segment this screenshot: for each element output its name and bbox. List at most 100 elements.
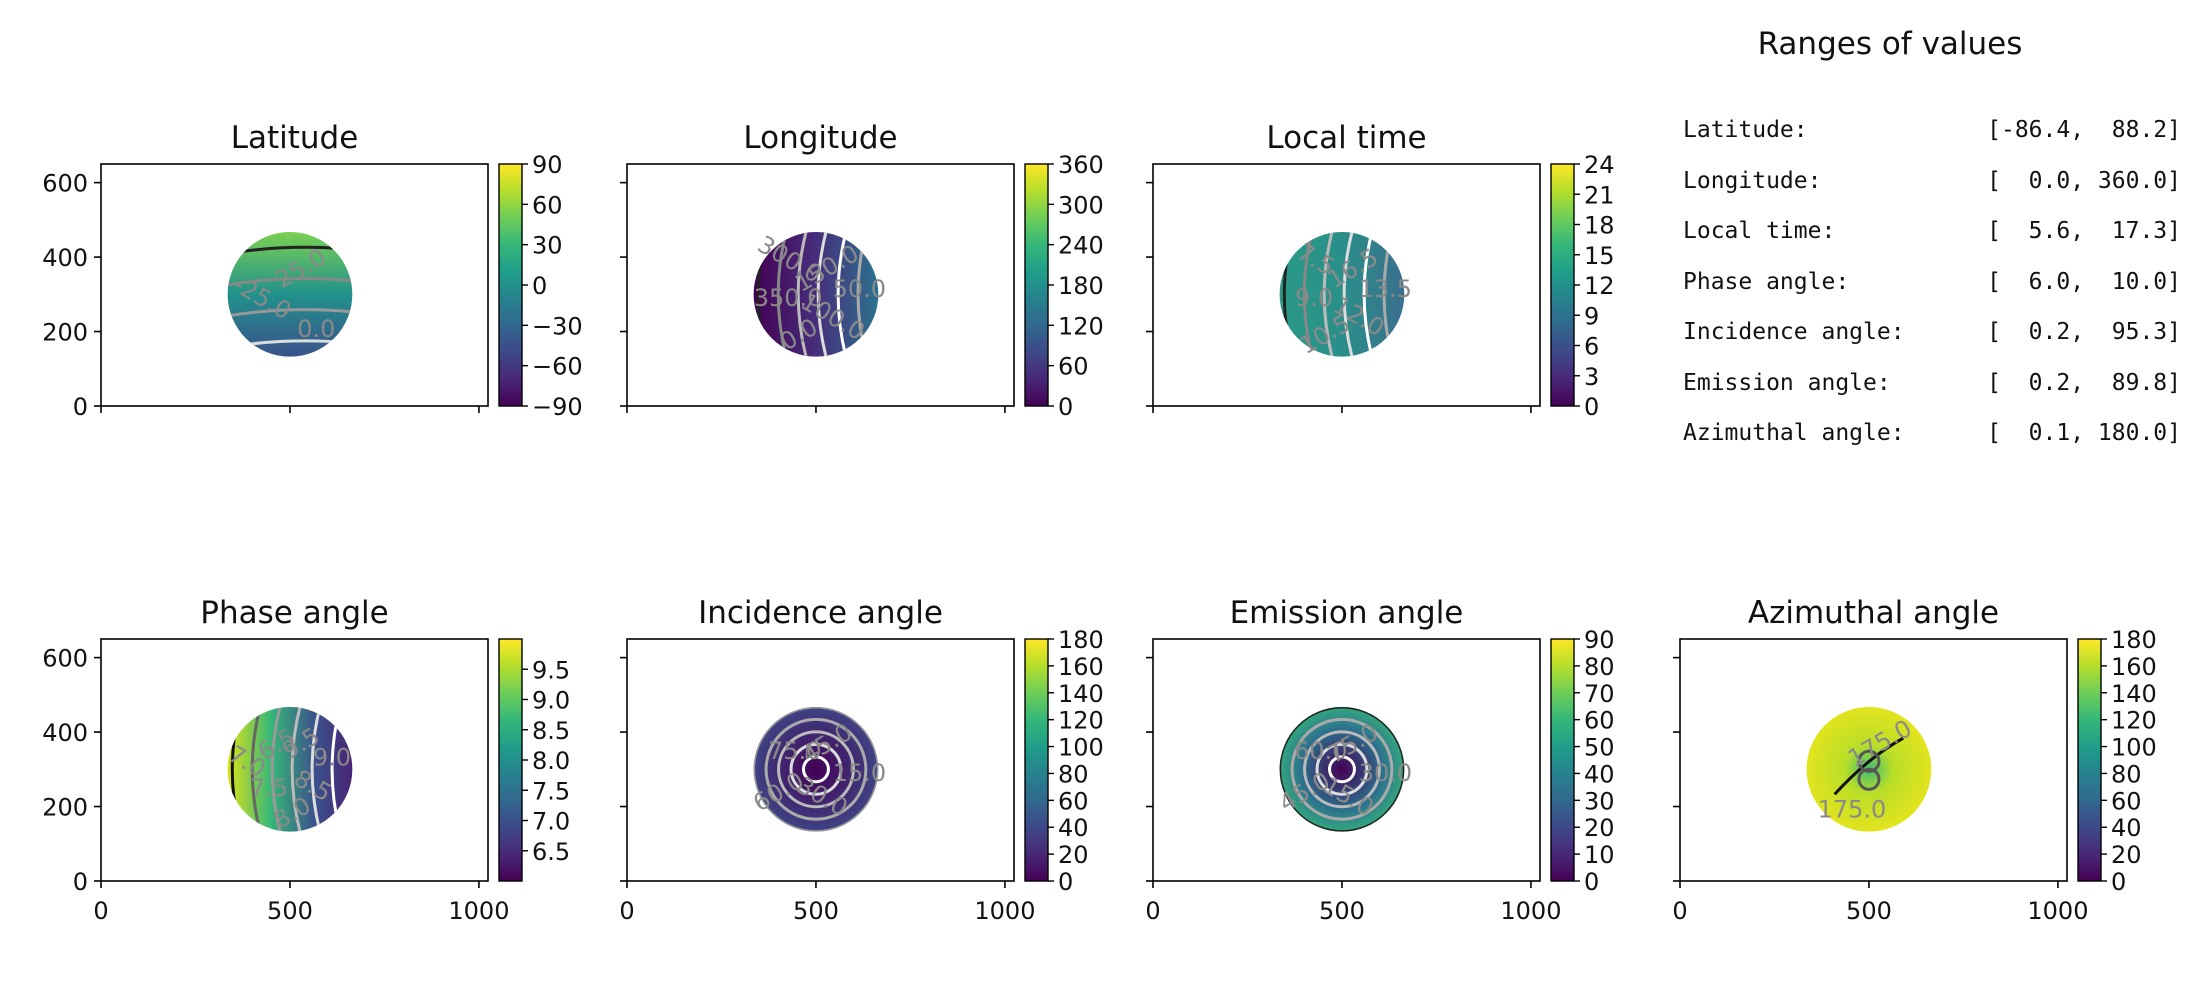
range-row: Azimuthal angle: [ 0.1, 180.0]	[1683, 420, 2181, 452]
range-label: Incidence angle:	[1683, 319, 1905, 345]
y-tick-label: 0	[73, 393, 88, 421]
disk-image	[753, 706, 879, 832]
range-label: Phase angle:	[1683, 268, 1850, 295]
colorbar	[1024, 163, 1049, 407]
colorbar-tick-label: 20	[2111, 841, 2142, 869]
colorbar	[1550, 163, 1575, 407]
colorbar-tick-label: −60	[532, 353, 583, 381]
colorbar-tick-label: 40	[1584, 760, 1615, 788]
x-tick-label: 0	[619, 897, 634, 925]
range-row: Local time: [ 5.6, 17.3]	[1683, 218, 2181, 250]
subplot-title: Azimuthal angle	[1748, 595, 1999, 631]
colorbar-tick-label: 160	[1058, 653, 1104, 681]
colorbar-tick-label: 160	[2111, 653, 2157, 681]
colorbar-tick-label: 6.5	[532, 838, 570, 866]
y-tick-label: 600	[42, 645, 88, 673]
colorbar-tick-label: 60	[1584, 707, 1615, 735]
colorbar-tick-label: 24	[1584, 151, 1615, 179]
range-value: [ 0.2, 89.8]	[1987, 369, 2181, 396]
range-label: Azimuthal angle:	[1683, 420, 1905, 446]
subplot-title: Phase angle	[200, 595, 388, 631]
colorbar-tick-label: 10	[1584, 841, 1615, 869]
subplot-title: Local time	[1266, 120, 1426, 156]
disk-image	[227, 231, 353, 357]
disk-image	[753, 231, 879, 357]
range-row: Incidence angle: [ 0.2, 95.3]	[1683, 319, 2181, 351]
contour-label: 50.0	[833, 275, 886, 303]
axes-frame	[1152, 163, 1541, 407]
colorbar	[498, 163, 523, 407]
contour-lines	[753, 706, 879, 832]
colorbar-tick-label: 100	[2111, 734, 2157, 762]
colorbar-tick-label: 60	[1058, 787, 1089, 815]
contour-label: 9.0	[313, 744, 351, 772]
x-tick-label: 500	[1846, 897, 1892, 925]
colorbar-tick-label: 180	[2111, 626, 2157, 654]
colorbar-tick-label: 3	[1584, 363, 1599, 391]
colorbar-tick-label: 40	[2111, 814, 2142, 842]
subplot-title: Emission angle	[1230, 595, 1464, 631]
colorbar-tick-label: 140	[1058, 680, 1104, 708]
colorbar-tick-label: 6	[1584, 333, 1599, 361]
y-tick-label: 400	[42, 719, 88, 747]
colorbar-tick-label: 9	[1584, 302, 1599, 330]
contour-label: 13.5	[1359, 275, 1412, 303]
contour-label: 30.0	[1359, 759, 1412, 787]
subplot-longitude: Longitude150.050.0100.00.0350.0300.03603…	[620, 120, 1104, 421]
colorbar-tick-label: 8.5	[532, 717, 570, 745]
colorbar-tick-label: 240	[1058, 232, 1104, 260]
colorbar-tick-label: 40	[1058, 814, 1089, 842]
ranges-title: Ranges of values	[1757, 26, 2023, 62]
colorbar-tick-label: 0	[1058, 868, 1073, 896]
y-tick-label: 400	[42, 244, 88, 272]
colorbar-tick-label: −30	[532, 312, 583, 340]
colorbar-tick-label: 0	[532, 272, 547, 300]
colorbar	[1024, 638, 1049, 882]
range-label: Local time:	[1683, 218, 1836, 244]
colorbar-tick-label: 20	[1058, 841, 1089, 869]
colorbar-tick-label: 0	[1058, 393, 1073, 421]
x-tick-label: 500	[267, 897, 313, 925]
axes-frame	[100, 163, 489, 407]
colorbar-tick-label: 120	[1058, 707, 1104, 735]
axes-frame	[1679, 638, 2068, 882]
axes-frame	[626, 638, 1015, 882]
x-tick-label: 0	[1672, 897, 1687, 925]
x-tick-label: 1000	[448, 897, 509, 925]
range-value: [ 0.2, 95.3]	[1987, 319, 2181, 345]
colorbar-tick-label: −90	[532, 393, 583, 421]
colorbar-tick-label: 90	[532, 151, 563, 179]
colorbar-tick-label: 140	[2111, 680, 2157, 708]
colorbar-tick-label: 90	[1584, 626, 1615, 654]
range-row: Latitude: [-86.4, 88.2]	[1683, 117, 2181, 149]
colorbar	[2077, 638, 2102, 882]
colorbar-tick-label: 0	[2111, 868, 2126, 896]
contour-label: 75.0	[768, 737, 821, 765]
y-tick-label: 200	[42, 319, 88, 347]
subplot-title: Longitude	[743, 120, 897, 156]
colorbar	[1550, 638, 1575, 882]
axes-frame	[100, 638, 489, 882]
colorbar-tick-label: 20	[1584, 814, 1615, 842]
disk-image	[1279, 706, 1405, 832]
colorbar-tick-label: 60	[2111, 787, 2142, 815]
colorbar-tick-label: 0	[1584, 393, 1599, 421]
x-tick-label: 1000	[974, 897, 1035, 925]
range-row: Emission angle: [ 0.2, 89.8]	[1683, 370, 2181, 402]
colorbar-tick-label: 9.0	[532, 687, 570, 715]
range-value: [ 5.6, 17.3]	[1987, 218, 2181, 244]
colorbar-tick-label: 30	[532, 232, 563, 260]
range-label: Latitude:	[1683, 117, 1808, 143]
colorbar-tick-label: 80	[1058, 760, 1089, 788]
contour-label: 9.0	[1295, 284, 1333, 312]
x-tick-label: 0	[93, 897, 108, 925]
colorbar-tick-label: 300	[1058, 191, 1104, 219]
colorbar-tick-label: 21	[1584, 181, 1615, 209]
axes-frame	[1152, 638, 1541, 882]
subplot-local-time: Local time16.513.512.010.59.07.524211815…	[1146, 120, 1615, 421]
range-value: [ 6.0, 10.0]	[1987, 268, 2181, 295]
